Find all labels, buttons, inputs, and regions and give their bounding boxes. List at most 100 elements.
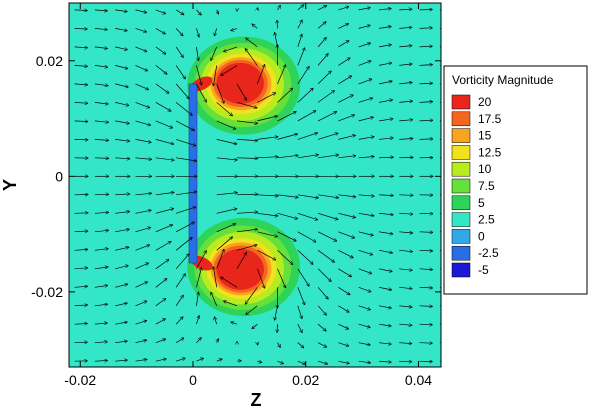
velocity-arrow-80: [155, 279, 167, 288]
velocity-arrow-264: [216, 102, 233, 116]
velocity-arrow-267: [277, 88, 293, 103]
velocity-arrow-39: [94, 323, 108, 324]
velocity-arrow-318: [155, 46, 166, 54]
velocity-arrow-178: [297, 194, 319, 198]
velocity-arrow-162: [338, 212, 355, 217]
velocity-arrow-180: [338, 194, 355, 197]
velocity-arrow-81: [175, 274, 185, 288]
velocity-arrow-272: [378, 100, 393, 103]
velocity-arrow-77: [94, 286, 108, 288]
velocity-arrow-146: [378, 231, 393, 234]
velocity-arrow-323: [246, 38, 258, 48]
velocity-arrow-62: [175, 295, 183, 306]
legend-swatch-4: [451, 161, 471, 177]
velocity-arrow-181: [358, 195, 375, 196]
velocity-arrow-343: [277, 20, 278, 29]
velocity-arrow-282: [196, 83, 206, 102]
legend-label-4: 10: [478, 162, 492, 176]
legend-title: Vorticity Magnitude: [452, 73, 554, 87]
velocity-arrow-142: [297, 231, 316, 242]
velocity-arrow-285: [256, 65, 264, 85]
velocity-arrow-78: [115, 284, 128, 288]
velocity-arrow-216: [338, 156, 355, 159]
velocity-arrow-327: [338, 41, 349, 48]
velocity-arrow-47: [252, 323, 258, 329]
velocity-arrow-45: [214, 317, 218, 325]
velocity-arrow-138: [216, 224, 236, 233]
velocity-arrow-166: [419, 213, 433, 214]
velocity-arrow-20: [94, 342, 108, 343]
velocity-arrow-276: [74, 84, 88, 85]
velocity-arrow-295: [74, 65, 88, 66]
velocity-arrow-124: [297, 250, 313, 264]
velocity-arrow-177: [277, 194, 299, 198]
velocity-arrow-260: [115, 102, 129, 105]
velocity-arrow-354: [115, 10, 127, 12]
velocity-arrow-218: [378, 157, 393, 158]
velocity-arrow-9: [257, 361, 262, 362]
velocity-arrow-65: [224, 301, 238, 307]
velocity-arrow-171: [135, 193, 152, 195]
velocity-arrow-12: [317, 360, 328, 364]
velocity-arrow-352: [74, 10, 88, 11]
velocity-arrow-247: [236, 120, 258, 124]
velocity-arrow-74: [419, 306, 433, 307]
velocity-arrow-3: [135, 359, 148, 361]
velocity-arrow-301: [196, 65, 201, 85]
velocity-arrow-214: [297, 155, 319, 159]
velocity-arrow-90: [358, 286, 371, 292]
y-tick-label-2: -0.02: [31, 284, 63, 300]
velocity-arrow-118: [155, 242, 171, 251]
velocity-arrow-85: [245, 287, 258, 304]
velocity-arrow-316: [115, 46, 127, 50]
velocity-arrow-368: [399, 9, 412, 10]
velocity-arrow-1: [94, 361, 108, 362]
velocity-arrow-331: [419, 46, 433, 47]
velocity-arrow-254: [378, 119, 393, 122]
velocity-arrow-207: [135, 158, 152, 160]
velocity-arrow-223: [94, 139, 109, 140]
velocity-arrow-83: [213, 267, 218, 288]
velocity-arrow-262: [155, 102, 171, 111]
velocity-arrow-344: [297, 20, 302, 29]
velocity-arrow-72: [378, 305, 391, 308]
velocity-arrow-31: [317, 342, 327, 348]
velocity-arrow-32: [338, 342, 348, 346]
velocity-arrow-157: [236, 212, 258, 213]
velocity-arrow-111: [399, 269, 412, 271]
velocity-arrow-363: [297, 5, 304, 11]
velocity-arrow-59: [115, 303, 127, 307]
velocity-arrow-135: [135, 227, 151, 233]
velocity-arrow-205: [94, 158, 109, 159]
legend-swatch-7: [451, 212, 471, 227]
velocity-arrow-145: [358, 231, 374, 236]
velocity-arrow-5: [175, 358, 185, 362]
velocity-arrow-270: [338, 95, 353, 103]
velocity-arrow-215: [318, 155, 338, 159]
velocity-arrow-36: [419, 343, 433, 344]
legend-swatch-10: [451, 262, 471, 278]
velocity-arrow-225: [135, 139, 152, 142]
legend-swatch-8: [451, 229, 471, 244]
upper-vortex-level-6: [216, 62, 264, 104]
velocity-arrow-228: [216, 139, 237, 144]
velocity-arrow-183: [399, 195, 413, 196]
velocity-arrow-153: [135, 210, 152, 214]
velocity-arrow-274: [419, 102, 433, 103]
legend-label-9: -2.5: [478, 246, 499, 260]
velocity-arrow-286: [277, 65, 286, 85]
x-tick-label-2: 0.02: [292, 372, 319, 388]
velocity-arrow-158: [257, 212, 278, 216]
y-axis-ticks: 0.02 0 -0.02: [31, 53, 441, 300]
velocity-arrow-127: [358, 249, 373, 255]
velocity-arrow-107: [317, 268, 331, 282]
velocity-arrow-98: [135, 263, 149, 270]
velocity-arrow-51: [338, 323, 348, 329]
velocity-arrow-312: [419, 65, 433, 66]
velocity-arrow-255: [399, 120, 412, 121]
velocity-arrow-122: [257, 249, 275, 260]
velocity-arrow-347: [358, 25, 371, 29]
x-tick-label-3: 0.04: [405, 372, 432, 388]
velocity-arrow-245: [175, 120, 194, 131]
velocity-arrow-63: [196, 292, 198, 306]
